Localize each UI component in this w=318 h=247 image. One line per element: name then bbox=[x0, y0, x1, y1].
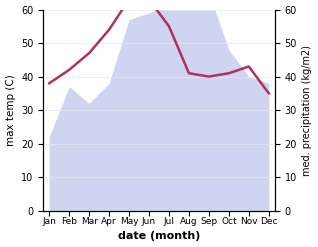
Y-axis label: max temp (C): max temp (C) bbox=[5, 74, 16, 146]
X-axis label: date (month): date (month) bbox=[118, 231, 200, 242]
Y-axis label: med. precipitation (kg/m2): med. precipitation (kg/m2) bbox=[302, 45, 313, 176]
